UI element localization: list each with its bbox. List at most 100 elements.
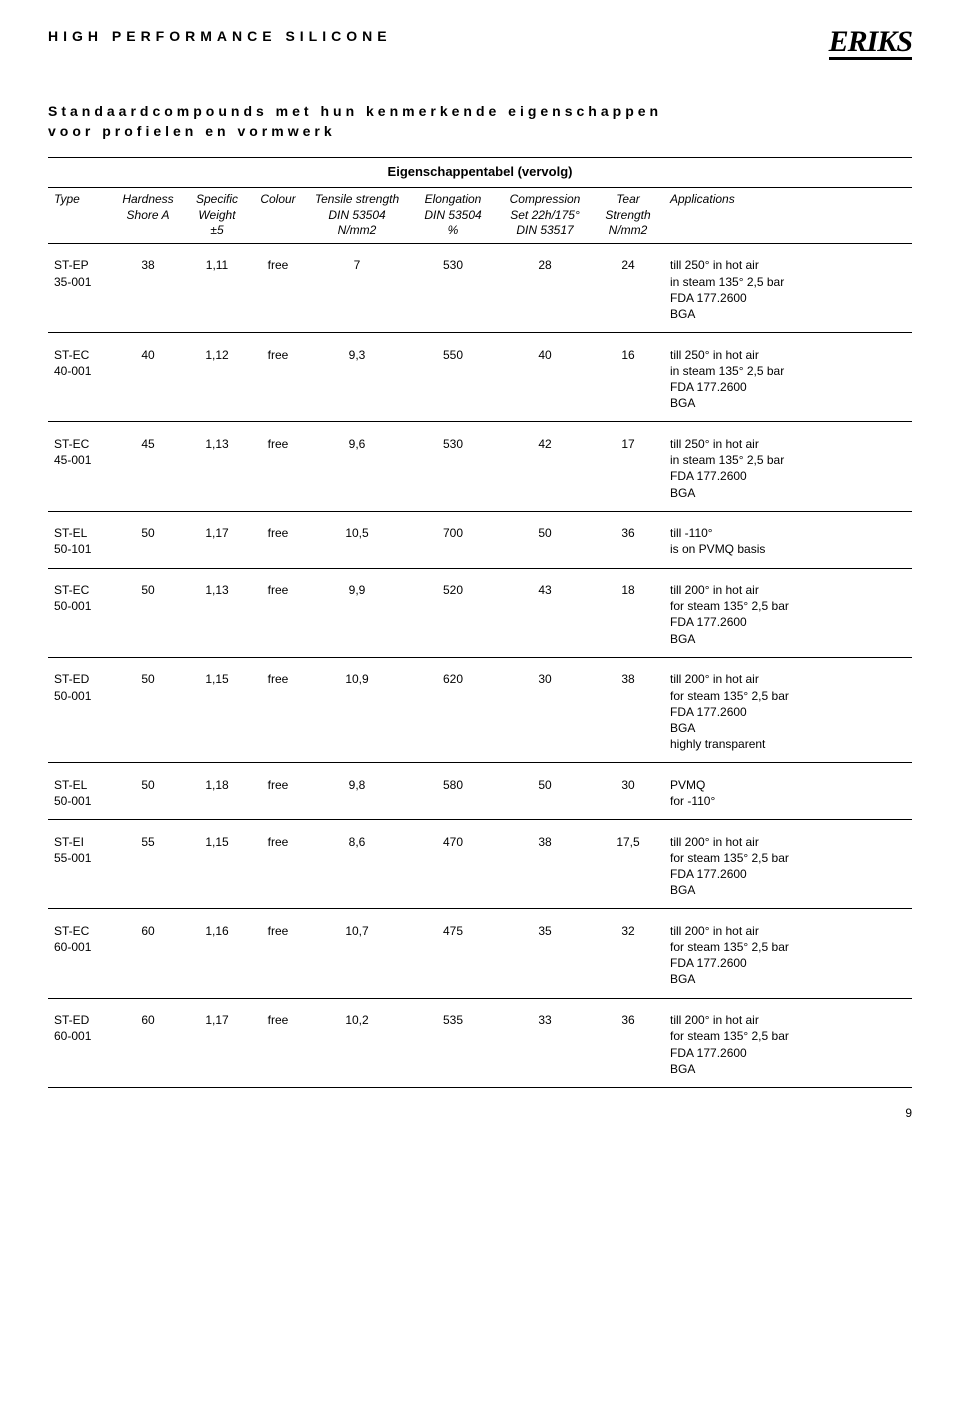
cell: 45	[112, 426, 184, 511]
table-row: ST-EI55-001551,15free8,64703817,5till 20…	[48, 824, 912, 909]
cell: 38	[592, 661, 664, 762]
cell: 520	[408, 572, 498, 657]
cell: 42	[498, 426, 592, 511]
cell: free	[250, 515, 306, 568]
cell: 7	[306, 247, 408, 332]
cell: 10,5	[306, 515, 408, 568]
cell: 50	[112, 767, 184, 820]
cell: 50	[112, 515, 184, 568]
cell: 470	[408, 824, 498, 909]
col-header: Colour	[250, 188, 306, 244]
cell: 35	[498, 913, 592, 998]
table-header-row: TypeHardnessShore ASpecificWeight±5Colou…	[48, 188, 912, 244]
table-row: ST-ED60-001601,17free10,25353336till 200…	[48, 1002, 912, 1087]
cell: free	[250, 824, 306, 909]
cell: 1,16	[184, 913, 250, 998]
cell: 9,6	[306, 426, 408, 511]
cell: till 200° in hot airfor steam 135° 2,5 b…	[664, 572, 912, 657]
cell: free	[250, 572, 306, 657]
page-number: 9	[48, 1106, 912, 1120]
cell: till 250° in hot airin steam 135° 2,5 ba…	[664, 247, 912, 332]
cell: 8,6	[306, 824, 408, 909]
cell: 43	[498, 572, 592, 657]
cell: till 200° in hot airfor steam 135° 2,5 b…	[664, 661, 912, 762]
cell: 38	[498, 824, 592, 909]
cell: ST-EC50-001	[48, 572, 112, 657]
cell: 10,9	[306, 661, 408, 762]
cell: 1,18	[184, 767, 250, 820]
cell: ST-EP35-001	[48, 247, 112, 332]
page-header: HIGH PERFORMANCE SILICONE ERIKS	[48, 28, 912, 60]
cell: 550	[408, 337, 498, 422]
table-row: ST-EL50-101501,17free10,57005036till -11…	[48, 515, 912, 568]
col-header: Type	[48, 188, 112, 244]
cell: 1,13	[184, 572, 250, 657]
cell: free	[250, 1002, 306, 1087]
cell: 55	[112, 824, 184, 909]
cell: ST-EL50-001	[48, 767, 112, 820]
cell: 580	[408, 767, 498, 820]
table-row: ST-EC40-001401,12free9,35504016till 250°…	[48, 337, 912, 422]
table-body: ST-EP35-001381,11free75302824till 250° i…	[48, 243, 912, 1087]
cell: till 200° in hot airfor steam 135° 2,5 b…	[664, 913, 912, 998]
subtitle: Standaardcompounds met hun kenmerkende e…	[48, 102, 912, 141]
cell: ST-EC60-001	[48, 913, 112, 998]
cell: 475	[408, 913, 498, 998]
cell: 1,15	[184, 824, 250, 909]
table-row: ST-EL50-001501,18free9,85805030PVMQfor -…	[48, 767, 912, 820]
cell: 1,11	[184, 247, 250, 332]
cell: free	[250, 247, 306, 332]
cell: ST-EI55-001	[48, 824, 112, 909]
cell: 32	[592, 913, 664, 998]
cell: till 200° in hot airfor steam 135° 2,5 b…	[664, 1002, 912, 1087]
cell: 50	[112, 572, 184, 657]
cell: free	[250, 767, 306, 820]
cell: till 250° in hot airin steam 135° 2,5 ba…	[664, 426, 912, 511]
cell: till -110°is on PVMQ basis	[664, 515, 912, 568]
table-row: ST-ED50-001501,15free10,96203038till 200…	[48, 661, 912, 762]
table-row: ST-EC60-001601,16free10,74753532till 200…	[48, 913, 912, 998]
cell: 33	[498, 1002, 592, 1087]
cell: 30	[592, 767, 664, 820]
cell: 1,17	[184, 1002, 250, 1087]
logo-block: ERIKS	[829, 28, 912, 60]
cell: 1,12	[184, 337, 250, 422]
cell: till 200° in hot airfor steam 135° 2,5 b…	[664, 824, 912, 909]
cell: 36	[592, 515, 664, 568]
col-header: CompressionSet 22h/175°DIN 53517	[498, 188, 592, 244]
cell: 40	[112, 337, 184, 422]
cell: 10,2	[306, 1002, 408, 1087]
cell: 18	[592, 572, 664, 657]
subtitle-line1: Standaardcompounds met hun kenmerkende e…	[48, 102, 912, 122]
col-header: Applications	[664, 188, 912, 244]
cell: 535	[408, 1002, 498, 1087]
table-row: ST-EC45-001451,13free9,65304217till 250°…	[48, 426, 912, 511]
cell: ST-ED50-001	[48, 661, 112, 762]
cell: 17	[592, 426, 664, 511]
cell: 1,17	[184, 515, 250, 568]
logo-text: ERIKS	[829, 28, 912, 55]
cell: ST-EC45-001	[48, 426, 112, 511]
cell: 620	[408, 661, 498, 762]
cell: 530	[408, 247, 498, 332]
cell: free	[250, 661, 306, 762]
cell: 60	[112, 913, 184, 998]
cell: 40	[498, 337, 592, 422]
cell: 24	[592, 247, 664, 332]
cell: 28	[498, 247, 592, 332]
cell: 1,15	[184, 661, 250, 762]
cell: ST-EC40-001	[48, 337, 112, 422]
col-header: TearStrengthN/mm2	[592, 188, 664, 244]
col-header: Tensile strengthDIN 53504N/mm2	[306, 188, 408, 244]
cell: PVMQfor -110°	[664, 767, 912, 820]
cell: 1,13	[184, 426, 250, 511]
table-caption: Eigenschappentabel (vervolg)	[48, 164, 912, 179]
cell: 9,3	[306, 337, 408, 422]
cell: free	[250, 337, 306, 422]
col-header: HardnessShore A	[112, 188, 184, 244]
subtitle-line2: voor profielen en vormwerk	[48, 122, 912, 142]
cell: 530	[408, 426, 498, 511]
col-header: ElongationDIN 53504%	[408, 188, 498, 244]
cell: 38	[112, 247, 184, 332]
cell: 17,5	[592, 824, 664, 909]
